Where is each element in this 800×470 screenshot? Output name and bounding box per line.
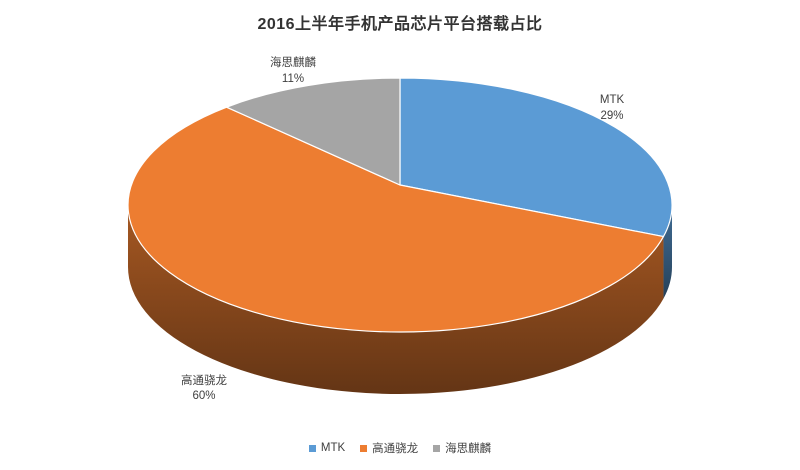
legend-label: MTK [320,442,346,454]
legend-swatch [433,444,441,452]
slice-label-MTK: MTK 29% [600,94,625,122]
legend: MTK 高通骁龙 海思麒麟 [0,438,800,458]
legend-item-MTK[interactable]: MTK [308,442,346,454]
legend-item-高通骁龙[interactable]: 高通骁龙 [360,440,418,456]
pie-slice-海思麒麟[interactable] [226,77,401,186]
pie-slice-MTK[interactable] [399,77,673,238]
slice-label-海思麒麟: 海思麒麟 11% [270,55,316,85]
pie-slice-wall-MTK [663,205,672,299]
legend-label: 高通骁龙 [372,443,419,455]
pie-slice-高通骁龙[interactable] [127,106,665,333]
legend-swatch [308,444,316,452]
pie-slice-wall-高通骁龙 [128,205,664,394]
legend-item-海思麒麟[interactable]: 海思麒麟 [433,440,491,456]
slice-label-高通骁龙: 高通骁龙 60% [181,373,227,402]
legend-label: 海思麒麟 [445,443,492,455]
chart-title: 2016上半年手机产品芯片平台搭载占比 [257,16,543,33]
legend-swatch [360,444,368,452]
